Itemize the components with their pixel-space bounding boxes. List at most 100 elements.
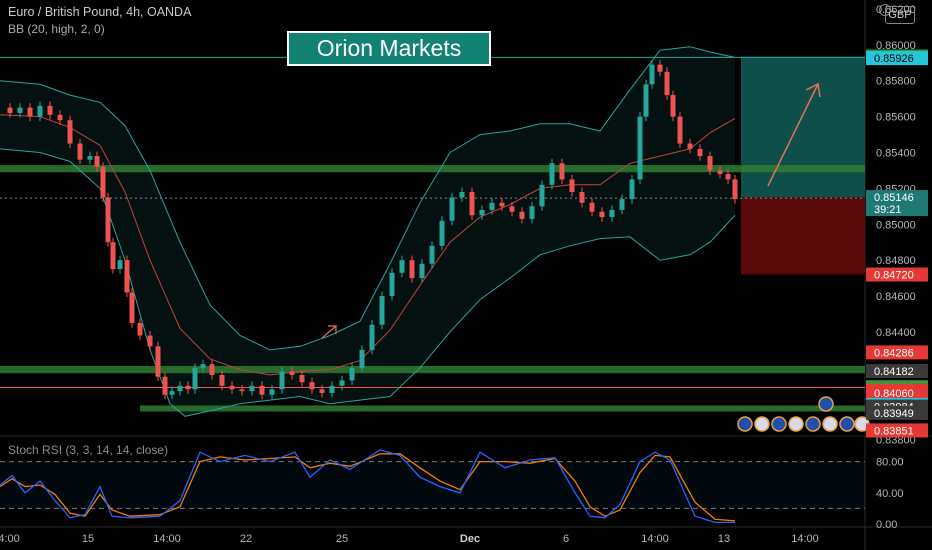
candle: [717, 170, 723, 175]
gbp-flag-icon: [754, 416, 770, 432]
candle: [637, 116, 643, 180]
candle: [643, 84, 649, 117]
candle: [269, 389, 275, 395]
candle: [479, 209, 485, 216]
time-tick: 14:00: [0, 533, 20, 545]
price-tick: 0.85000: [876, 219, 916, 231]
price-tick: 0.86000: [876, 40, 916, 52]
stop-zone: [741, 197, 865, 275]
candle: [389, 272, 395, 297]
stoch-rsi-d: [0, 453, 736, 522]
candle: [670, 95, 676, 117]
candle: [124, 260, 130, 293]
candle: [529, 206, 535, 219]
bar-countdown: 39:21: [874, 204, 902, 216]
small-arrow: [321, 325, 338, 339]
candle: [349, 367, 355, 381]
candle: [129, 292, 135, 323]
rsi-tick: 40.00: [876, 488, 904, 500]
candle: [319, 389, 325, 393]
candle: [409, 260, 415, 279]
candle: [17, 107, 23, 114]
candle: [147, 335, 153, 347]
candle: [67, 120, 73, 144]
candle: [549, 163, 555, 185]
candle: [589, 202, 595, 212]
candle: [94, 156, 100, 167]
zone-resistance: [0, 165, 865, 173]
candle: [707, 156, 713, 171]
candle: [299, 374, 305, 383]
rsi-tick: 80.00: [876, 457, 904, 469]
candle: [419, 263, 425, 279]
candle: [309, 382, 315, 390]
eur-flag-icon: [771, 416, 787, 432]
candle: [697, 148, 703, 157]
time-tick: 14:00: [153, 533, 181, 545]
eur-flag-icon: [818, 396, 834, 412]
candle: [399, 260, 405, 273]
price-label-box: [866, 423, 928, 438]
time-tick: 22: [240, 533, 252, 545]
price-label: 0.84060: [874, 388, 914, 400]
candle: [449, 197, 455, 221]
candle: [559, 163, 565, 180]
candle: [677, 116, 683, 144]
candle: [725, 174, 731, 180]
price-label: 0.85926: [874, 53, 914, 65]
price-label-box: [866, 385, 928, 400]
price-label: 0.83851: [874, 425, 914, 437]
candle: [339, 380, 345, 386]
time-tick: 13: [718, 533, 730, 545]
price-label: 0.84182: [874, 366, 914, 378]
candle: [664, 71, 670, 96]
bollinger-basis: [0, 114, 736, 376]
candle: [429, 245, 435, 264]
candle: [105, 197, 111, 243]
stoch-rsi-legend[interactable]: Stoch RSI (3, 3, 14, 14, close): [8, 443, 169, 457]
candle: [259, 385, 265, 395]
candle: [239, 389, 245, 392]
watermark-logo: Orion Markets: [287, 31, 491, 66]
currency-button[interactable]: GBP: [885, 6, 915, 24]
projection-arrow: [767, 83, 819, 187]
price-label: 0.84720: [874, 270, 914, 282]
price-label: 0.84286: [874, 347, 914, 359]
time-tick: 14:00: [791, 533, 819, 545]
time-tick: 14:00: [641, 533, 669, 545]
candle: [329, 385, 335, 393]
candle: [200, 364, 206, 368]
time-tick: 25: [336, 533, 348, 545]
price-label-box: [866, 267, 928, 282]
price-tick: 0.83800: [876, 435, 916, 447]
bollinger-legend[interactable]: BB (20, high, 2, 0): [8, 22, 105, 36]
current-price-box: [866, 190, 928, 217]
candle: [619, 199, 625, 210]
candle: [379, 296, 385, 325]
rsi-tick: 0.00: [876, 519, 897, 531]
stoch-rsi-k: [0, 449, 735, 524]
candle: [249, 385, 255, 392]
zone-support-upper: [0, 366, 865, 374]
candle: [37, 105, 43, 117]
candle: [137, 322, 143, 336]
candle: [499, 202, 505, 207]
candle: [649, 64, 655, 85]
candle: [519, 211, 525, 219]
rsi-band-fill: [0, 461, 865, 509]
candle: [219, 374, 225, 386]
candle: [629, 179, 635, 200]
candle: [185, 385, 191, 390]
candle: [155, 346, 161, 377]
gbp-flag-icon: [788, 416, 804, 432]
candle: [569, 179, 575, 192]
bollinger-lower: [0, 148, 736, 417]
price-label-box: [866, 405, 928, 420]
price-tick: 0.84800: [876, 255, 916, 267]
candle: [509, 206, 515, 212]
candle: [439, 220, 445, 246]
candle: [359, 349, 365, 368]
candle: [57, 114, 63, 121]
candle: [459, 191, 465, 198]
